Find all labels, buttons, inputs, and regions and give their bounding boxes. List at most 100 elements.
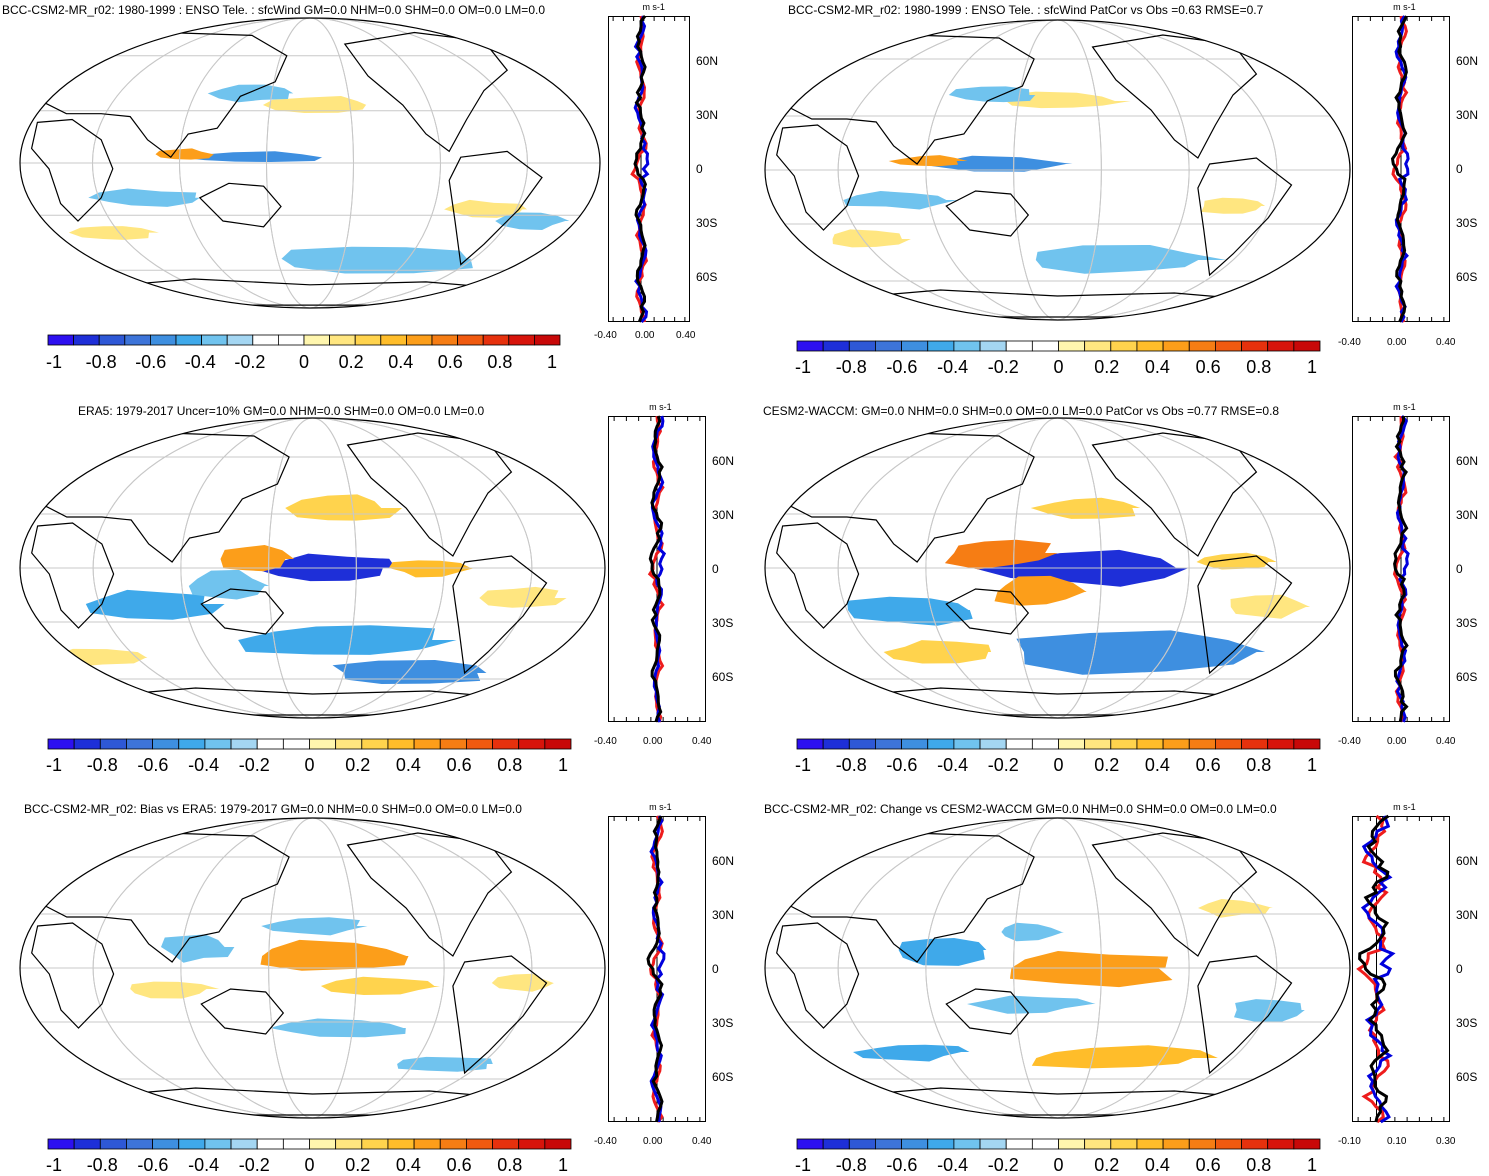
profile-line xyxy=(1394,15,1410,323)
colorbar-swatch xyxy=(1241,340,1269,352)
lat-label: 60S xyxy=(1456,1070,1478,1084)
anomaly-region xyxy=(883,640,992,664)
anomaly-region xyxy=(944,539,1058,570)
colorbar-swatch xyxy=(1005,1138,1033,1150)
colorbar-swatch xyxy=(335,738,363,750)
colorbar-swatch xyxy=(361,738,389,750)
colorbar-swatch xyxy=(1110,340,1138,352)
colorbar-label: -1 xyxy=(46,1155,63,1175)
colorbar-swatch xyxy=(1031,1138,1059,1150)
colorbar-swatch xyxy=(953,340,981,352)
colorbar-swatch xyxy=(150,334,177,346)
colorbar-swatch xyxy=(533,334,561,346)
colorbar-label: 0.2 xyxy=(338,352,364,372)
anomaly-region xyxy=(269,1018,406,1038)
colorbar-swatch xyxy=(465,738,493,750)
coastline xyxy=(945,190,1030,237)
zonal-profile xyxy=(608,415,706,723)
anomaly-region xyxy=(1234,999,1305,1022)
colorbar-swatch xyxy=(204,1138,232,1150)
colorbar-swatch xyxy=(1214,1138,1242,1150)
colorbar-label: 0 xyxy=(1053,357,1064,377)
lat-label: 60N xyxy=(712,454,735,468)
colorbar-swatch xyxy=(256,738,284,750)
colorbar-swatch xyxy=(1084,340,1112,352)
lat-label: 30N xyxy=(712,508,735,522)
colorbar xyxy=(796,340,1321,352)
anomaly-region xyxy=(251,553,396,582)
units-label: m s-1 xyxy=(1393,2,1416,12)
colorbar-label: -0.4 xyxy=(188,755,220,775)
anomaly-region xyxy=(491,973,554,992)
colorbar-swatch xyxy=(1110,1138,1138,1150)
colorbar-label: 0.8 xyxy=(497,1155,523,1175)
profile-tick-label: 0.40 xyxy=(1436,337,1456,348)
colorbar-swatch xyxy=(439,1138,467,1150)
colorbar-swatch xyxy=(431,334,459,346)
colorbar-swatch xyxy=(875,340,902,352)
colorbar-label: 0.8 xyxy=(1246,1155,1272,1175)
colorbar-swatch xyxy=(1005,340,1033,352)
colorbar-label: -0.8 xyxy=(86,1155,118,1175)
colorbar-label: -0.6 xyxy=(137,755,169,775)
colorbar-swatch xyxy=(1058,1138,1086,1150)
colorbar-label: -1 xyxy=(46,352,63,372)
colorbar-swatch xyxy=(979,1138,1007,1150)
colorbar-label: -0.8 xyxy=(85,352,117,372)
anomaly-region xyxy=(479,586,567,608)
colorbar-swatch xyxy=(230,738,258,750)
lat-label: 30N xyxy=(696,108,719,122)
colorbar-swatch xyxy=(796,340,824,352)
profile-tick-label: 0.00 xyxy=(1387,337,1407,348)
colorbar-swatch xyxy=(979,340,1007,352)
colorbar-swatch xyxy=(1293,1138,1321,1150)
colorbar-label: -1 xyxy=(795,755,812,775)
colorbar xyxy=(47,738,572,750)
anomaly-region xyxy=(85,589,225,620)
colorbar-label: -0.8 xyxy=(86,755,118,775)
units-label: m s-1 xyxy=(649,802,672,812)
zonal-profile xyxy=(608,15,690,323)
anomaly-region xyxy=(238,625,457,655)
colorbar-label: -0.8 xyxy=(835,1155,867,1175)
anomaly-region xyxy=(1001,922,1064,942)
profile-tick-label: 0.00 xyxy=(643,1136,663,1147)
colorbar-swatch xyxy=(47,334,75,346)
colorbar-label: 1 xyxy=(1307,1155,1318,1175)
lat-label: 60S xyxy=(1456,270,1478,284)
colorbar-swatch xyxy=(901,738,929,750)
units-label: m s-1 xyxy=(1393,402,1416,412)
colorbar-swatch xyxy=(354,334,382,346)
map xyxy=(764,417,1351,719)
profile-tick-label: 0.00 xyxy=(635,330,655,341)
colorbar-label: 0.2 xyxy=(345,755,371,775)
colorbar-label: 0 xyxy=(1053,1155,1064,1175)
colorbar-swatch xyxy=(1267,738,1295,750)
colorbar-swatch xyxy=(544,1138,572,1150)
anomaly-region xyxy=(388,560,475,578)
colorbar-swatch xyxy=(875,1138,902,1150)
map xyxy=(19,417,606,719)
colorbar-label: 0.8 xyxy=(1246,755,1272,775)
lat-label: 60N xyxy=(1456,54,1479,68)
colorbar-swatch xyxy=(848,738,876,750)
colorbar-swatch xyxy=(405,334,433,346)
lat-label: 0 xyxy=(712,562,719,576)
profile-line xyxy=(1390,15,1408,323)
coastline xyxy=(452,955,548,1075)
colorbar-swatch xyxy=(927,738,955,750)
colorbar-swatch xyxy=(1058,738,1086,750)
anomaly-region xyxy=(898,938,987,966)
colorbar-swatch xyxy=(901,340,929,352)
colorbar-swatch xyxy=(126,738,153,750)
colorbar-swatch xyxy=(1241,1138,1269,1150)
colorbar-swatch xyxy=(1214,340,1242,352)
colorbar-swatch xyxy=(875,738,902,750)
coastline xyxy=(945,588,1030,635)
coastline xyxy=(776,922,860,1029)
colorbar-swatch xyxy=(901,1138,929,1150)
colorbar-swatch xyxy=(927,1138,955,1150)
anomaly-region xyxy=(178,151,323,162)
colorbar-label: 0.2 xyxy=(1094,357,1120,377)
colorbar-swatch xyxy=(230,1138,258,1150)
